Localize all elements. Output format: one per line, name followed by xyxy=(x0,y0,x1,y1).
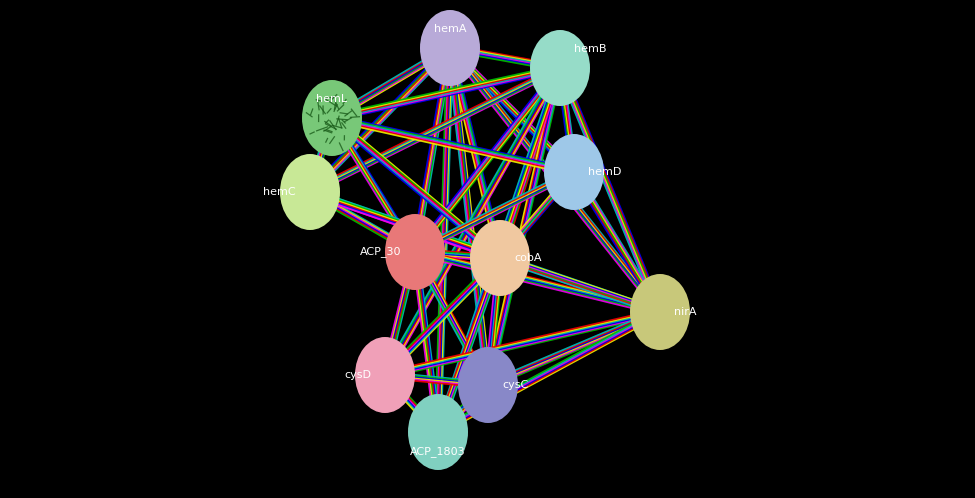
Text: cysD: cysD xyxy=(344,370,371,380)
Text: hemD: hemD xyxy=(588,167,621,177)
Text: hemL: hemL xyxy=(317,94,347,104)
Ellipse shape xyxy=(420,10,480,86)
Text: hemC: hemC xyxy=(263,187,296,197)
Ellipse shape xyxy=(530,30,590,106)
Ellipse shape xyxy=(544,134,604,210)
Ellipse shape xyxy=(630,274,690,350)
Text: hemA: hemA xyxy=(434,24,466,34)
Text: cysC: cysC xyxy=(502,380,528,390)
Text: ACP_30: ACP_30 xyxy=(360,247,401,257)
Text: hemB: hemB xyxy=(574,44,606,54)
Ellipse shape xyxy=(280,154,340,230)
Ellipse shape xyxy=(470,220,530,296)
Ellipse shape xyxy=(355,337,415,413)
Ellipse shape xyxy=(458,347,518,423)
Ellipse shape xyxy=(385,214,445,290)
Text: nirA: nirA xyxy=(674,307,696,317)
Text: cobA: cobA xyxy=(514,253,541,263)
Ellipse shape xyxy=(408,394,468,470)
Text: ACP_1803: ACP_1803 xyxy=(410,446,466,457)
Ellipse shape xyxy=(302,80,362,156)
